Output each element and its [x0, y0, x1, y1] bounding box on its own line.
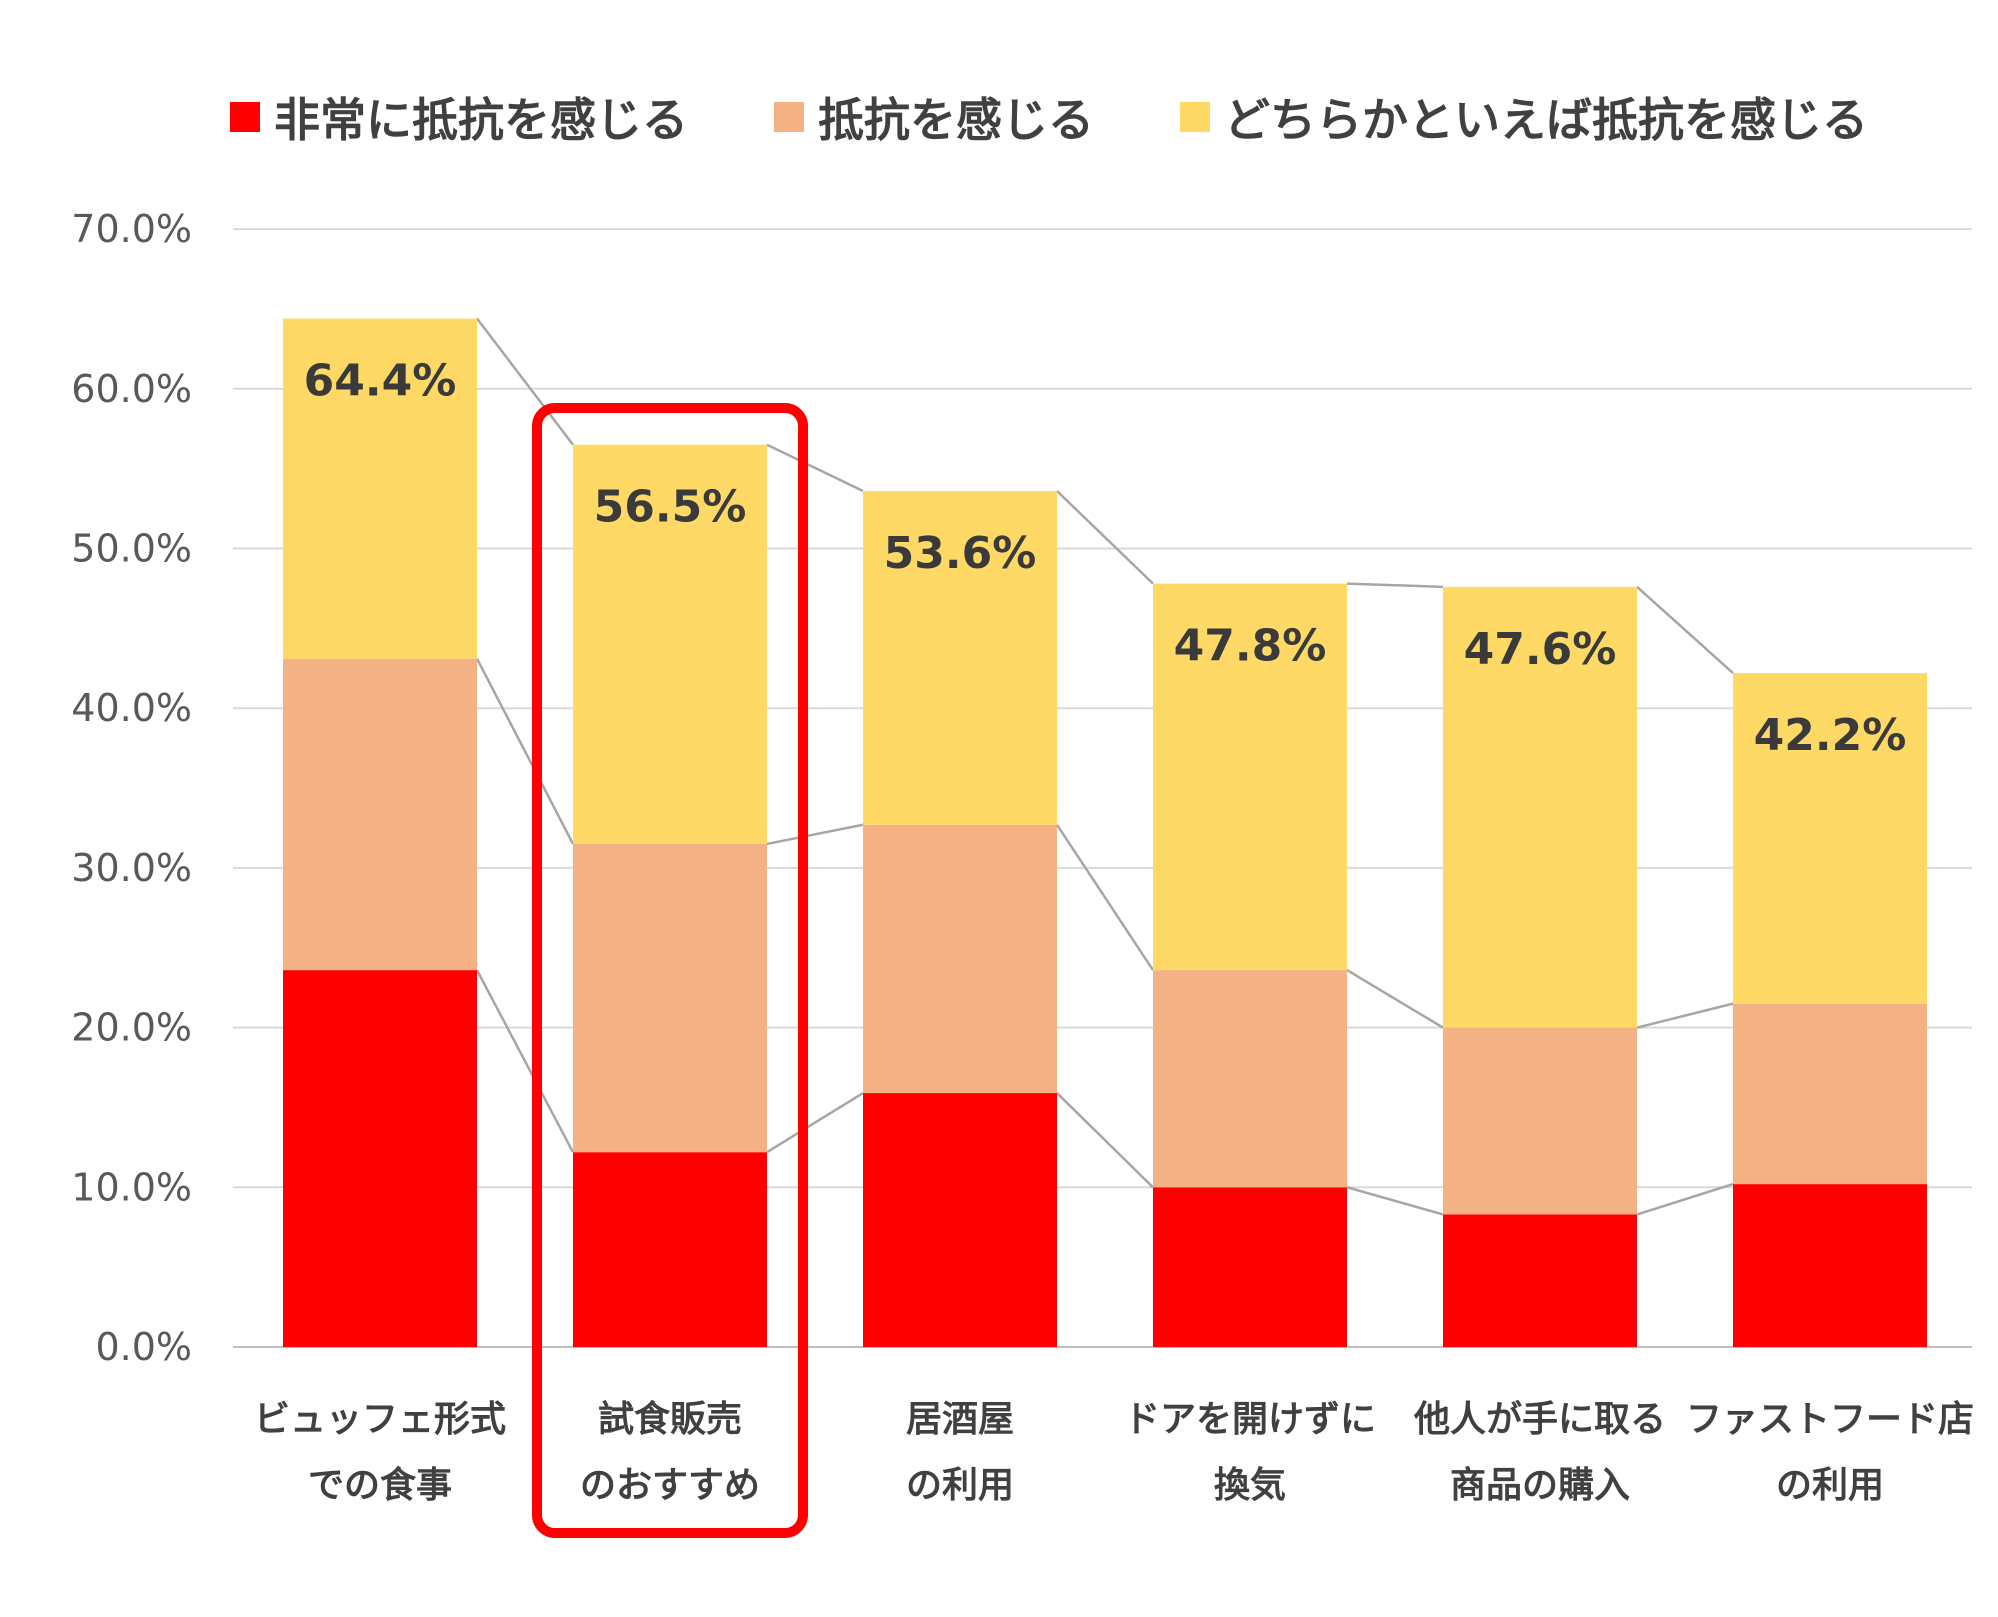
bar-segment-series-0	[1153, 1187, 1347, 1347]
total-data-label: 53.6%	[884, 528, 1037, 579]
bar-segment-series-2	[1733, 673, 1927, 1004]
legend-swatch-series-1	[774, 102, 804, 132]
bar-segment-series-0	[573, 1152, 767, 1347]
series-line-segment	[766, 1092, 864, 1154]
x-category-label: 試食販売	[598, 1399, 742, 1440]
bar-segment-series-1	[283, 658, 477, 971]
bar-segment-series-0	[283, 970, 477, 1347]
bar-segment-series-0	[1733, 1184, 1927, 1347]
legend-item-series-0: 非常に抵抗を感じる	[230, 84, 688, 150]
total-data-label: 42.2%	[1754, 710, 1907, 761]
series-line-segment	[1346, 969, 1444, 1029]
y-tick-label: 60.0%	[71, 367, 192, 411]
series-line-segment	[1056, 490, 1154, 585]
x-category-label: の利用	[1776, 1465, 1884, 1506]
bar-segment-series-2	[283, 318, 477, 659]
bars	[283, 318, 1927, 1347]
series-line-segment	[1636, 585, 1734, 674]
x-category-label: 他人が手に取る	[1413, 1399, 1666, 1440]
x-category-label: での食事	[308, 1465, 452, 1506]
series-line-segment	[766, 823, 864, 846]
chart-legend: 非常に抵抗を感じる 抵抗を感じる どちらかといえば抵抗を感じる	[230, 84, 1954, 150]
bar-segment-series-2	[1443, 586, 1637, 1028]
series-line-segment	[1636, 1002, 1734, 1029]
bar-segment-series-1	[1153, 970, 1347, 1188]
total-data-label: 47.6%	[1464, 624, 1617, 675]
bar-segment-series-2	[863, 491, 1057, 825]
x-category-label: 換気	[1214, 1465, 1286, 1506]
y-tick-label: 0.0%	[95, 1325, 192, 1369]
total-data-labels: 64.4% 56.5% 53.6% 47.8% 47.6% 42.2%	[304, 356, 1907, 762]
x-category-label: ドアを開けずに	[1124, 1399, 1376, 1440]
series-line-segment	[1056, 1092, 1154, 1189]
x-category-label: ファストフード店	[1686, 1399, 1974, 1440]
series-line-segment	[475, 658, 575, 845]
series-connector-lines	[475, 317, 1734, 1216]
y-axis-ticks: 0.0% 10.0% 20.0% 30.0% 40.0% 50.0% 60.0% 70.0%	[71, 207, 192, 1369]
gridlines	[233, 228, 1972, 1348]
series-line-segment	[475, 969, 575, 1153]
x-category-label: 居酒屋	[906, 1399, 1014, 1440]
series-line-segment	[766, 443, 864, 493]
y-tick-label: 30.0%	[71, 846, 192, 890]
x-category-label: ビュッフェ形式	[254, 1399, 506, 1440]
y-tick-label: 10.0%	[71, 1165, 192, 1209]
x-category-label: 商品の購入	[1450, 1465, 1630, 1506]
total-data-label: 47.8%	[1174, 621, 1327, 672]
legend-label-series-0: 非常に抵抗を感じる	[274, 93, 688, 147]
x-category-label: のおすすめ	[580, 1465, 760, 1506]
total-data-label: 64.4%	[304, 356, 457, 407]
x-category-label: の利用	[906, 1465, 1014, 1506]
y-tick-label: 40.0%	[71, 686, 192, 730]
highlight-group	[532, 403, 808, 1538]
bar-segment-series-2	[1153, 583, 1347, 971]
legend-swatch-series-2	[1180, 102, 1210, 132]
legend-label-series-1: 抵抗を感じる	[818, 93, 1094, 147]
series-line-segment	[1346, 582, 1444, 589]
highlight-box	[532, 403, 808, 1538]
total-data-label: 56.5%	[594, 482, 747, 533]
bar-segment-series-2	[573, 444, 767, 844]
bar-segment-series-1	[1733, 1003, 1927, 1185]
y-tick-label: 70.0%	[71, 207, 192, 251]
bar-segment-series-0	[863, 1093, 1057, 1347]
y-tick-label: 50.0%	[71, 527, 192, 571]
legend-label-series-2: どちらかといえば抵抗を感じる	[1224, 93, 1868, 147]
bar-segment-series-1	[863, 824, 1057, 1094]
series-line-segment	[1346, 1186, 1444, 1216]
bar-segment-series-1	[1443, 1027, 1637, 1215]
series-line-segment	[476, 317, 574, 446]
legend-swatch-series-0	[230, 102, 260, 132]
bar-segment-series-1	[573, 843, 767, 1153]
y-tick-label: 20.0%	[71, 1006, 192, 1050]
legend-item-series-2: どちらかといえば抵抗を感じる	[1180, 84, 1868, 150]
legend-item-series-1: 抵抗を感じる	[774, 84, 1094, 150]
bar-segment-series-0	[1443, 1214, 1637, 1347]
series-line-segment	[1055, 824, 1155, 971]
series-line-segment	[1636, 1182, 1734, 1216]
